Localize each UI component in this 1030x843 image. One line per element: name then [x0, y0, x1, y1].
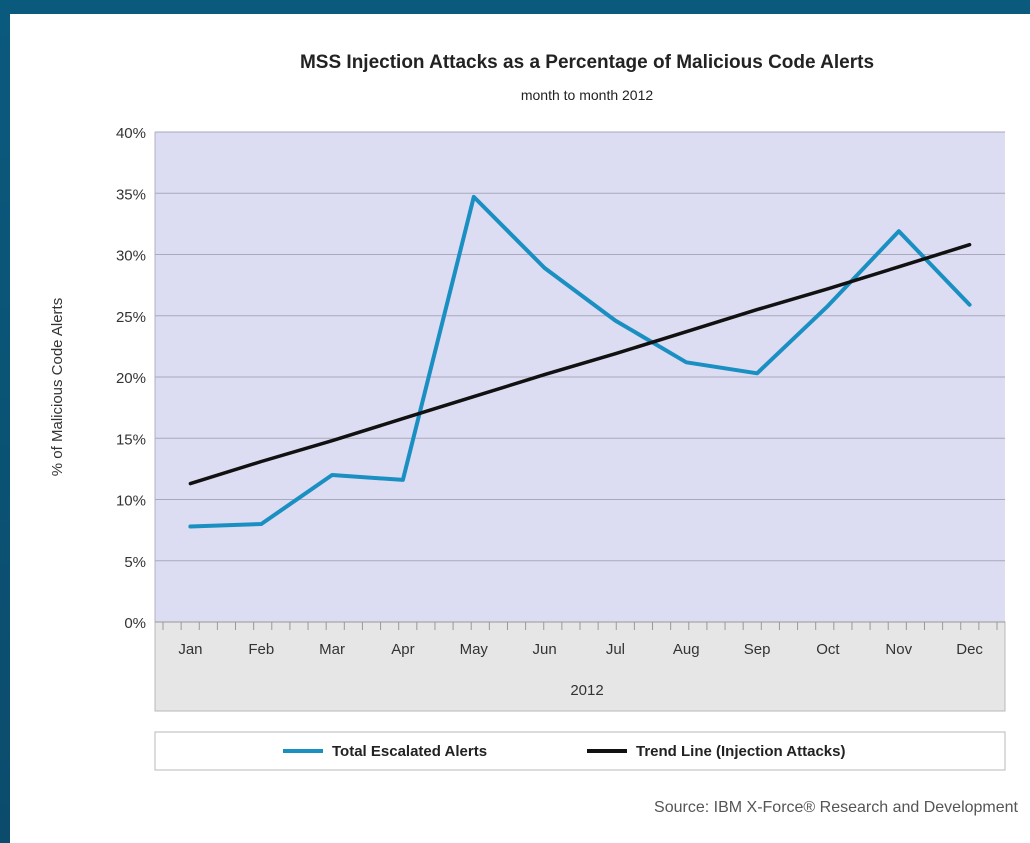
line-chart: MSS Injection Attacks as a Percentage of… [49, 52, 1019, 816]
x-tick-label: Sep [744, 641, 771, 658]
y-tick-label: 0% [124, 615, 146, 632]
x-tick-label: Jun [532, 641, 556, 658]
y-tick-label: 40% [116, 125, 146, 142]
x-tick-label: Jan [178, 641, 202, 658]
x-tick-labels: Jan Feb Mar Apr May Jun Jul Aug Sep Oct Nov Dec [178, 641, 983, 658]
y-axis-label: % of Malicious Code Alerts [49, 298, 66, 476]
y-tick-label: 25% [116, 309, 146, 326]
y-tick-label: 20% [116, 370, 146, 387]
series-line-trend-line [188, 242, 972, 486]
x-axis-label: 2012 [570, 682, 603, 699]
x-tick-label: Mar [319, 641, 345, 658]
x-tick-label: Oct [816, 641, 840, 658]
chart-subtitle: month to month 2012 [521, 87, 654, 103]
y-tick-label: 15% [116, 431, 146, 448]
y-tick-label: 5% [124, 554, 146, 571]
x-tick-label: Nov [885, 641, 912, 658]
y-tick-labels: 0% 5% 10% 15% 20% 25% 30% 35% 40% [116, 125, 146, 632]
x-tick-label: Feb [248, 641, 274, 658]
legend: Total Escalated Alerts Trend Line (Inject… [283, 743, 845, 760]
x-tick-label: Aug [673, 641, 700, 658]
series-line-total-escalated-alerts [188, 194, 972, 529]
y-tick-label: 35% [116, 186, 146, 203]
x-tick-label: May [460, 641, 489, 658]
gridlines [154, 131, 1005, 622]
legend-label: Total Escalated Alerts [332, 743, 487, 760]
y-tick-label: 30% [116, 248, 146, 265]
series-group [188, 194, 972, 529]
x-minor-ticks [162, 622, 998, 630]
source-note: Source: IBM X-Force® Research and Develo… [654, 799, 1019, 816]
x-tick-label: Jul [606, 641, 625, 658]
x-tick-label: Dec [956, 641, 983, 658]
x-axis-band [154, 621, 1006, 712]
legend-label: Trend Line (Injection Attacks) [636, 743, 845, 760]
chart-frame: MSS Injection Attacks as a Percentage of… [10, 14, 1030, 843]
legend-box [154, 731, 1006, 771]
y-tick-label: 10% [116, 493, 146, 510]
x-tick-label: Apr [391, 641, 414, 658]
chart-title: MSS Injection Attacks as a Percentage of… [300, 52, 874, 73]
